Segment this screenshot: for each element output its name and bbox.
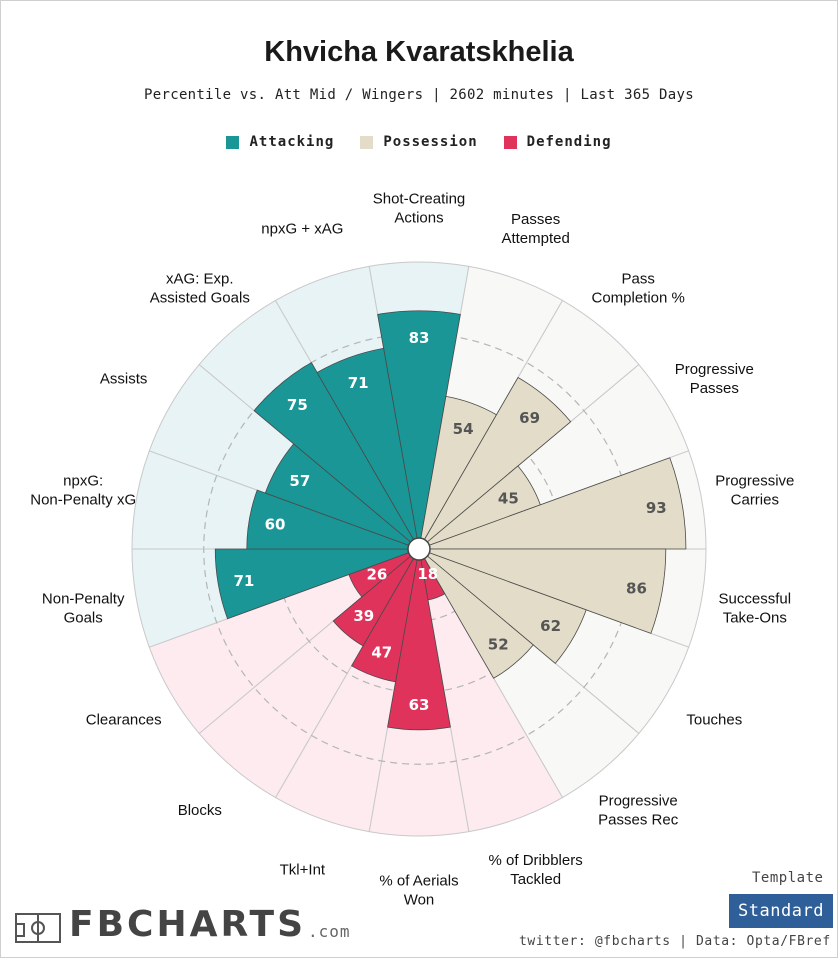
category-label-tkl-int: Tkl+Int xyxy=(280,861,326,878)
template-label: Template xyxy=(752,870,824,886)
category-labels: Shot-Creating Actions Passes Attempted Pass C… xyxy=(30,191,794,909)
value-label-progressive-passes: 45 xyxy=(498,489,519,507)
bar-shot-creating-actions xyxy=(377,310,461,550)
category-label-assists: Assists xyxy=(100,371,148,388)
category-label-clearances: Clearances xyxy=(86,712,162,729)
bar-non-penalty-goals xyxy=(214,548,420,620)
bar-xag-exp-assisted-goals xyxy=(253,362,420,550)
value-label-npxg-xag: 71 xyxy=(348,374,369,392)
bar-blocks xyxy=(332,548,420,647)
value-label-of-aerials-won: 63 xyxy=(409,696,430,714)
legend-label-attacking: Attacking xyxy=(249,134,335,150)
brand-tld: .com xyxy=(308,922,351,941)
brand-name: FBCHARTS xyxy=(69,904,307,945)
legend-label-possession: Possession xyxy=(383,134,478,150)
legend-swatch-possession xyxy=(360,135,374,149)
bar-successful-take-ons xyxy=(418,548,667,634)
value-label-successful-take-ons: 86 xyxy=(626,579,647,597)
value-label-touches: 62 xyxy=(540,617,561,635)
category-label-successful-take-ons: Successful Take-Ons xyxy=(719,591,792,627)
category-label-blocks: Blocks xyxy=(178,802,222,819)
category-label-non-penalty-goals: Non-Penalty Goals xyxy=(42,591,125,627)
category-label-progressive-passes-rec: Progressive Passes Rec xyxy=(598,793,679,829)
value-labels: 83 54 69 45 93 86 62 52 18 63 47 39 26 71 60 57 75 71 xyxy=(233,329,666,714)
legend-label-defending: Defending xyxy=(526,134,612,150)
template-standard-button[interactable]: Standard xyxy=(729,894,833,928)
data-credit: twitter: @fbcharts | Data: Opta/FBref xyxy=(519,934,831,949)
legend-item-possession: Possession xyxy=(360,134,477,150)
bar-progressive-carries xyxy=(418,457,687,550)
pitch-icon xyxy=(15,913,61,943)
bar-pass-completion xyxy=(418,376,572,550)
value-label-passes-attempted: 54 xyxy=(453,420,474,438)
category-label-touches: Touches xyxy=(686,712,742,729)
category-label-progressive-passes: Progressive Passes xyxy=(675,361,754,397)
legend: Attacking Possession Defending xyxy=(0,134,838,150)
bars xyxy=(214,310,687,731)
bar-of-aerials-won xyxy=(387,548,451,731)
bar-touches xyxy=(418,548,587,664)
value-label-npxg-non-penalty-xg: 60 xyxy=(265,516,286,534)
value-label-progressive-passes-rec: 52 xyxy=(488,635,509,653)
value-label-non-penalty-goals: 71 xyxy=(233,572,254,590)
legend-item-attacking: Attacking xyxy=(226,134,334,150)
legend-item-defending: Defending xyxy=(503,134,612,150)
fbcharts-logo: FBCHARTS .com xyxy=(15,907,351,943)
value-label-blocks: 39 xyxy=(353,607,374,625)
legend-swatch-defending xyxy=(503,135,517,149)
value-label-assists: 57 xyxy=(289,472,310,490)
bar-progressive-passes-rec xyxy=(418,548,534,679)
chart-title: Khvicha Kvaratskhelia xyxy=(264,36,574,68)
category-label-pass-completion: Pass Completion % xyxy=(591,270,684,306)
category-label-progressive-carries: Progressive Carries xyxy=(715,472,794,508)
bar-npxg-xag xyxy=(316,347,420,550)
value-label-progressive-carries: 93 xyxy=(646,499,667,517)
value-label-clearances: 26 xyxy=(366,565,387,583)
value-label-tkl-int: 47 xyxy=(371,643,392,661)
legend-swatch-attacking xyxy=(226,135,240,149)
category-label-of-aerials-won: % of Aerials Won xyxy=(379,873,458,909)
category-label-shot-creating-actions: Shot-Creating Actions xyxy=(373,191,466,227)
category-label-npxg-non-penalty-xg: npxG: Non-Penalty xG xyxy=(30,472,136,508)
category-label-xag-exp-assisted-goals: xAG: Exp. Assisted Goals xyxy=(150,270,250,306)
value-label-pass-completion: 69 xyxy=(519,409,540,427)
value-label-of-dribblers-tackled: 18 xyxy=(417,565,438,583)
category-label-npxg-xag: npxG + xAG xyxy=(261,221,343,238)
category-label-passes-attempted: Passes Attempted xyxy=(501,211,569,247)
value-label-shot-creating-actions: 83 xyxy=(409,329,430,347)
center-dot xyxy=(407,537,431,561)
chart-subtitle: Percentile vs. Att Mid / Wingers | 2602 … xyxy=(144,87,694,103)
category-label-of-dribblers-tackled: % of Dribblers Tackled xyxy=(489,852,583,888)
bar-tkl-int xyxy=(351,548,420,683)
value-label-xag-exp-assisted-goals: 75 xyxy=(287,396,308,414)
bar-npxg-non-penalty-xg xyxy=(246,489,420,550)
